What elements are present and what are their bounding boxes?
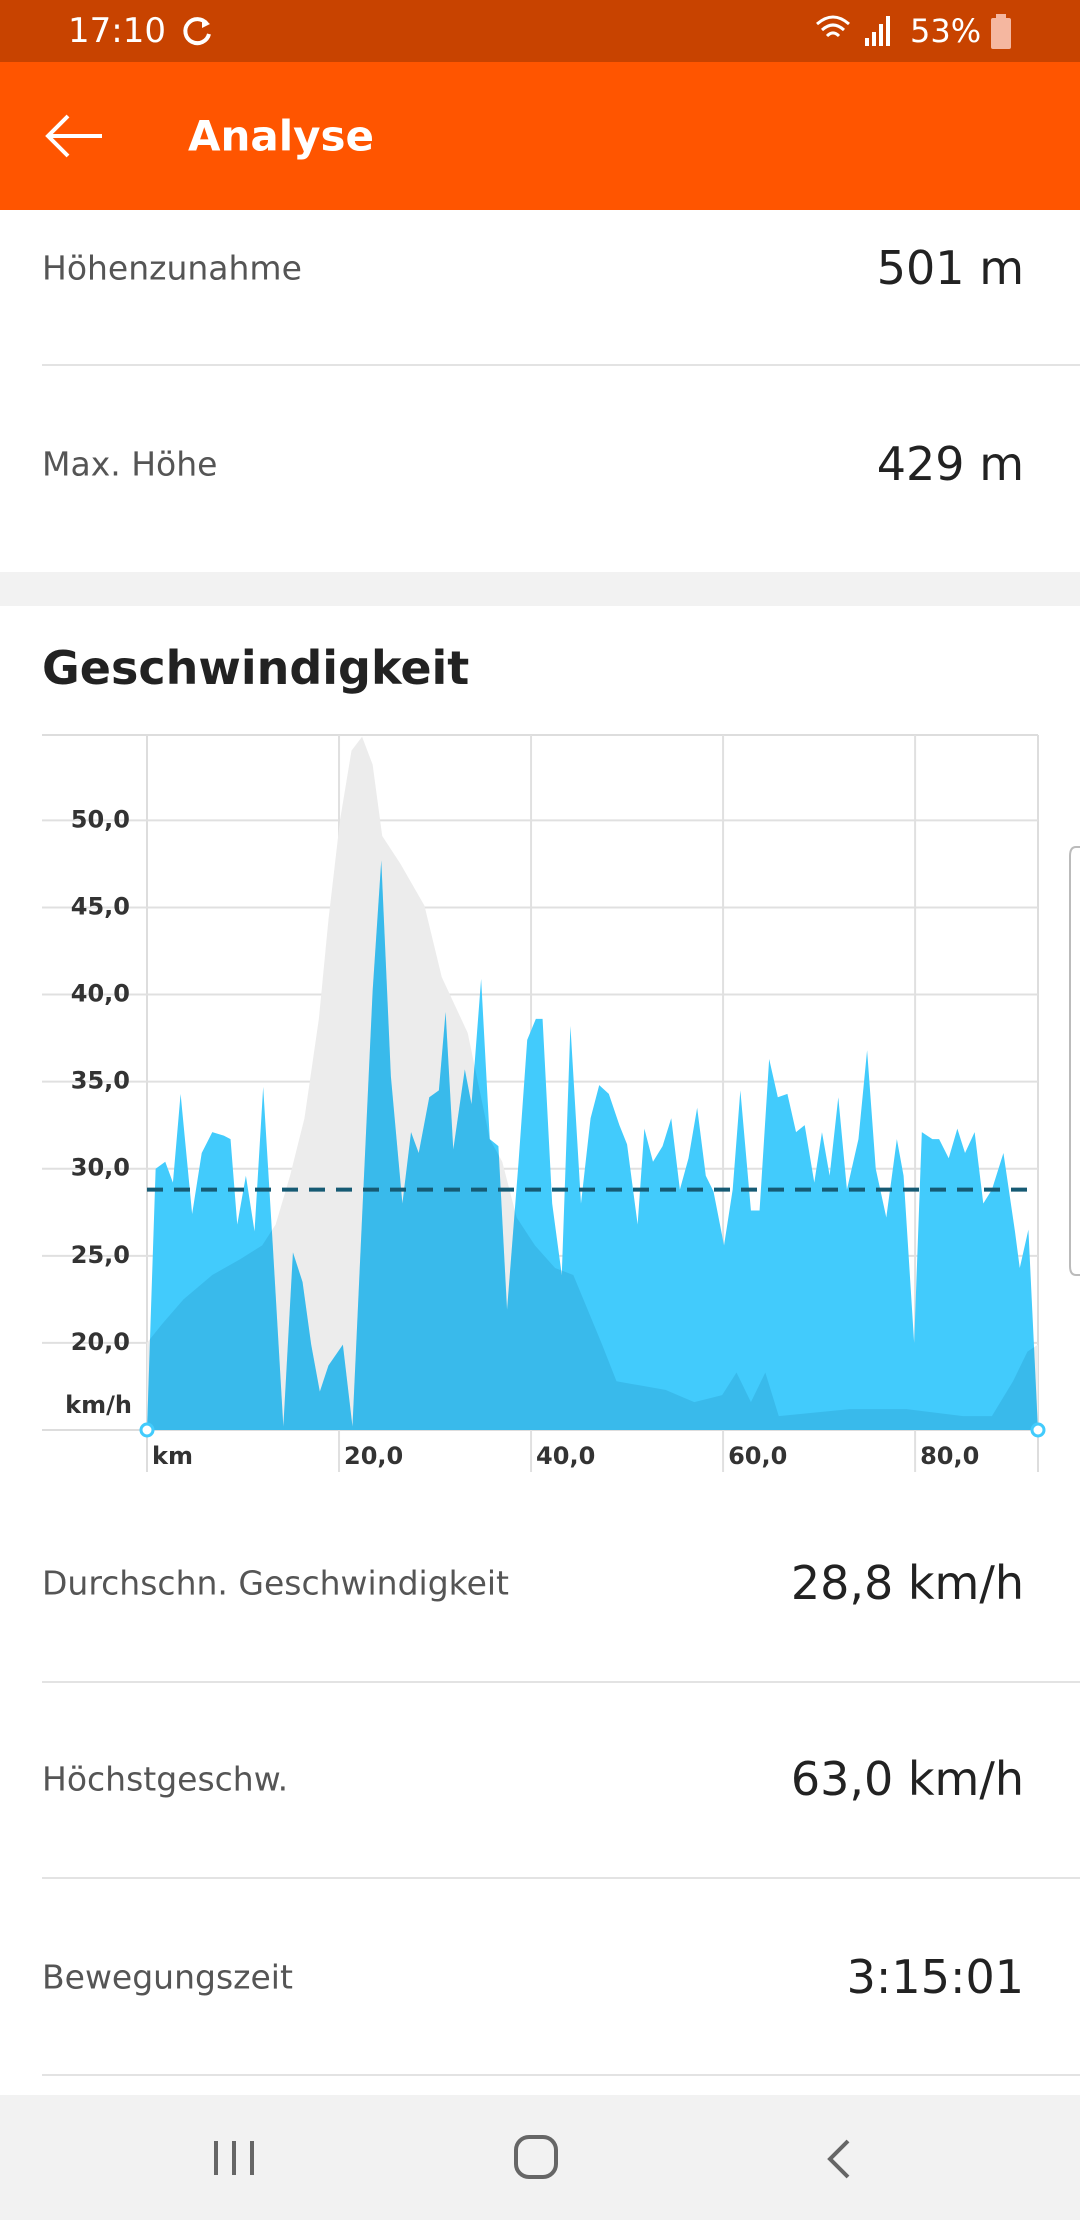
divider xyxy=(42,2074,1080,2076)
y-axis-label: km/h xyxy=(65,1391,132,1419)
scroll-handle xyxy=(1069,846,1080,1276)
y-tick-label: 40,0 xyxy=(71,980,130,1008)
sync-icon xyxy=(183,17,211,46)
area xyxy=(147,860,1038,1430)
y-tick-label: 45,0 xyxy=(71,892,130,920)
signal-icons xyxy=(816,15,890,46)
divider xyxy=(42,364,1080,366)
stat-label: Max. Höhe xyxy=(42,444,218,484)
y-tick-label: 50,0 xyxy=(71,805,130,833)
app-title: Analyse xyxy=(188,111,375,161)
x-tick-label: 20,0 xyxy=(344,1442,403,1470)
divider xyxy=(42,1681,1080,1683)
range-handle xyxy=(139,1422,155,1438)
stat-value: 3:15:01 xyxy=(846,1950,1024,2004)
y-tick-label: 35,0 xyxy=(71,1067,130,1095)
battery-icon xyxy=(991,14,1011,49)
stat-value: 28,8 km/h xyxy=(790,1556,1024,1610)
stat-label: Höchstgeschw. xyxy=(42,1759,289,1799)
stat-label: Höhenzunahme xyxy=(42,248,302,288)
stat-label: Bewegungszeit xyxy=(42,1957,293,1997)
battery-text: 53% xyxy=(910,12,982,50)
back-button[interactable] xyxy=(42,112,106,160)
stat-value: 429 m xyxy=(876,437,1024,491)
range-handle xyxy=(1030,1422,1046,1438)
stat-value: 501 m xyxy=(876,241,1024,295)
recent-apps-button[interactable] xyxy=(210,2137,260,2179)
home-button[interactable] xyxy=(512,2133,562,2183)
status-time: 17:10 xyxy=(68,11,166,51)
x-axis-label: km xyxy=(152,1442,193,1470)
status-bar: 17:10 53% xyxy=(0,0,1080,62)
y-tick-label: 25,0 xyxy=(71,1241,130,1269)
nav-back-button[interactable] xyxy=(822,2137,856,2181)
y-tick-label: 30,0 xyxy=(71,1154,130,1182)
section-title: Geschwindigkeit xyxy=(42,641,470,695)
divider xyxy=(42,1877,1080,1879)
app-bar: Analyse xyxy=(0,62,1080,210)
y-tick-label: 20,0 xyxy=(71,1328,130,1356)
stat-value: 63,0 km/h xyxy=(790,1752,1024,1806)
nav-bar xyxy=(0,2095,1080,2220)
x-tick-label: 40,0 xyxy=(536,1442,595,1470)
section-separator xyxy=(0,572,1080,606)
speed-chart: 20,0 25,0 30,0 35,0 40,0 45,0 50,0 20,0 40,0 60,0… xyxy=(42,734,1046,1472)
x-tick-label: 60,0 xyxy=(728,1442,787,1470)
stat-label: Durchschn. Geschwindigkeit xyxy=(42,1563,509,1603)
x-tick-label: 80,0 xyxy=(920,1442,979,1470)
